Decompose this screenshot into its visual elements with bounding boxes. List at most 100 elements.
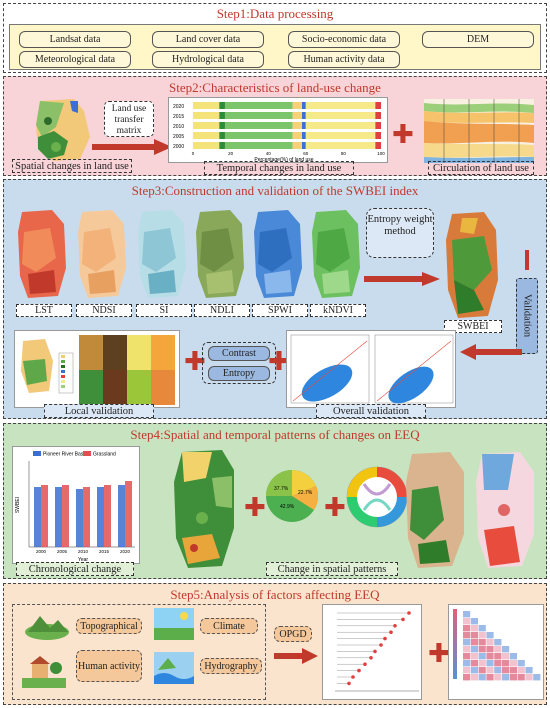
plus-icon-3: ✚: [268, 347, 290, 377]
eeq-bar: [76, 489, 83, 547]
eeq-year-label: 2020: [120, 549, 131, 554]
heatmap-cell: [502, 660, 510, 667]
bar-tick-label: 40: [266, 151, 272, 156]
data-item-dem: DEM: [422, 31, 534, 48]
index-map-kndvi: [312, 210, 360, 298]
bar-segment: [305, 122, 376, 129]
heatmap-cell: [470, 632, 478, 639]
factor-hydrography: Hydrography: [200, 658, 262, 674]
heatmap-cell: [486, 632, 494, 639]
heatmap-cell: [525, 674, 533, 681]
heatmap-cell: [502, 674, 510, 681]
lollipop-dot: [347, 681, 351, 686]
eeq-bar: [55, 487, 62, 547]
entropy-weight-method-label: Entropy weight method: [367, 214, 433, 237]
land-use-map: [36, 99, 90, 161]
heatmap-cell: [478, 632, 486, 639]
heatmap-cell: [486, 674, 494, 681]
bar-segment: [302, 112, 306, 119]
step3-title: Step3:Construction and validation of the…: [131, 183, 419, 198]
arrow-right-icon: [92, 139, 172, 155]
bar-segment: [375, 112, 381, 119]
heatmap-cell: [502, 646, 510, 653]
bar-segment: [302, 132, 306, 139]
transfer-matrix-label: Land use transfer matrix: [104, 101, 154, 137]
heatmap-cell: [502, 653, 510, 660]
heatmap-cell: [470, 646, 478, 653]
index-label-lst: LST: [16, 304, 72, 317]
bar-segment: [193, 142, 220, 149]
bar-segment: [375, 122, 381, 129]
eeq-bar: [62, 485, 69, 547]
hydrography-icon: [154, 652, 194, 684]
eeq-year-label: 2005: [57, 549, 68, 554]
factor-climate: Climate: [200, 618, 258, 634]
heatmap-cell: [509, 660, 517, 667]
eeq-bar: [83, 487, 90, 547]
bar-segment: [219, 132, 225, 139]
step3-panel: Step3:Construction and validation of the…: [3, 179, 547, 419]
bar-segment: [219, 102, 225, 109]
heatmap-cell: [486, 667, 494, 674]
lollipop-dot: [389, 630, 393, 634]
caption-temporal-land-use: Temporal changes in land use: [204, 161, 354, 175]
bar-segment: [219, 112, 225, 119]
heatmap-cell: [463, 660, 471, 667]
factor-human-activity: Human activity: [76, 650, 142, 682]
lollipop-dot: [357, 668, 361, 673]
eeq-xlabel: Year: [78, 557, 88, 563]
data-item-socio-economic: Socio-economic data: [288, 31, 400, 48]
step4-title: Step4:Spatial and temporal patterns of c…: [130, 427, 420, 442]
heatmap-cell: [470, 653, 478, 660]
step1-title: Step1:Data processing: [216, 6, 334, 21]
bar-segment: [302, 122, 306, 129]
heatmap-cell: [509, 653, 517, 660]
caption-chronological-change: Chronological change: [16, 562, 134, 576]
legend-swatch: [61, 365, 65, 368]
heatmap-cell: [470, 674, 478, 681]
heatmap-cell: [478, 667, 486, 674]
entropy-label: Entropy: [208, 366, 270, 381]
pie-label: 22.7%: [298, 490, 313, 496]
bar-tick-label: 20: [228, 151, 234, 156]
heatmap-cell: [502, 667, 510, 674]
lollipop-dot: [379, 643, 383, 647]
bar-segment: [292, 132, 303, 139]
contrast-entropy-group: [202, 342, 276, 384]
opgd-label: OPGD: [274, 626, 312, 642]
bar-segment: [375, 102, 381, 109]
validation-text: Validation: [521, 294, 533, 338]
bar-segment: [224, 132, 293, 139]
plus-icon-5: ✚: [324, 493, 346, 523]
lollipop-dot: [351, 675, 355, 679]
heatmap-cell: [494, 646, 502, 653]
data-item-meteorological: Meteorological data: [19, 51, 131, 68]
index-label-kndvi: kNDVI: [310, 304, 366, 317]
eeq-bar: [104, 485, 111, 547]
factor-importance-chart: [322, 604, 422, 700]
index-map-spwi: [254, 210, 302, 298]
lollipop-dot: [407, 611, 411, 615]
bar-segment: [305, 142, 376, 149]
bar-tick-label: 100: [377, 151, 385, 156]
swbei-label: SWBEI: [444, 320, 502, 333]
eeq-bar: [41, 485, 48, 547]
caption-spatial-patterns: Change in spatial patterns: [266, 562, 398, 576]
heatmap-cell: [478, 646, 486, 653]
heatmap-cell: [494, 674, 502, 681]
heatmap-cell: [478, 639, 486, 646]
eeq-year-label: 2000: [36, 549, 47, 554]
bar-segment: [219, 122, 225, 129]
bar-year-label: 2000: [173, 144, 184, 150]
legend-swatch: [61, 355, 65, 358]
eeq-bar: [97, 487, 104, 547]
bar-segment: [193, 112, 220, 119]
bar-segment: [292, 102, 303, 109]
heatmap-cell: [478, 674, 486, 681]
step4-panel: Step4:Spatial and temporal patterns of c…: [3, 423, 547, 579]
land-use-sankey: [424, 99, 534, 163]
index-map-lst: [18, 210, 66, 298]
bar-segment: [219, 142, 225, 149]
data-item-human-activity: Human activity data: [288, 51, 400, 68]
legend-swatch: [61, 375, 65, 378]
